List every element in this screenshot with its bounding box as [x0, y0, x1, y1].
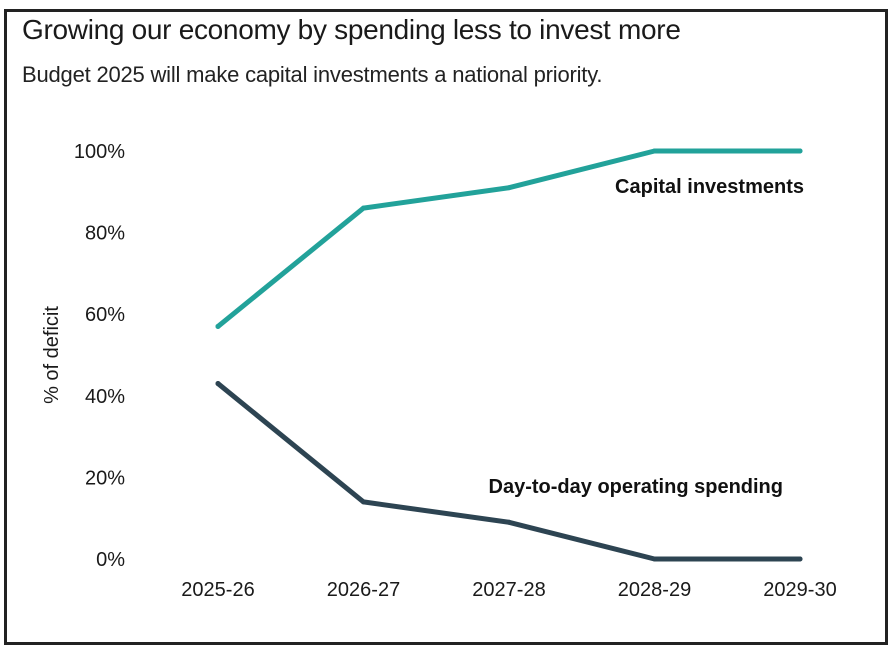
data-point — [215, 381, 221, 387]
chart-subtitle: Budget 2025 will make capital investment… — [22, 62, 603, 87]
y-tick-label: 20% — [85, 467, 125, 489]
y-tick-label: 60% — [85, 304, 125, 326]
chart-frame — [4, 9, 888, 645]
data-point — [361, 205, 366, 211]
series-label-capital-investments: Capital investments — [615, 176, 804, 198]
data-point — [506, 519, 512, 525]
y-tick-label: 0% — [96, 549, 125, 571]
x-tick-label: 2026-27 — [327, 579, 400, 601]
series-line-day-to-day-operating-spending — [215, 381, 803, 562]
chart-title: Growing our economy by spending less to … — [22, 14, 681, 45]
y-tick-label: 80% — [85, 223, 125, 245]
x-tick-label: 2029-30 — [763, 579, 836, 601]
y-tick-label: 40% — [85, 386, 125, 408]
series-lines — [215, 148, 803, 562]
series-label-day-to-day-operating-spending: Day-to-day operating spending — [489, 476, 783, 498]
x-tick-label: 2027-28 — [472, 579, 545, 601]
x-tick-label: 2028-29 — [618, 579, 691, 601]
data-point — [797, 556, 803, 562]
data-point — [797, 148, 803, 154]
x-axis-ticks: 2025-26 2026-27 2027-28 2028-29 2029-30 — [181, 579, 836, 601]
y-axis-ticks: 0% 20% 40% 60% 80% 100% — [74, 141, 125, 571]
data-point — [215, 323, 221, 329]
data-point — [506, 185, 512, 191]
data-point — [361, 499, 366, 505]
y-tick-label: 100% — [74, 141, 125, 163]
y-axis-label: % of deficit — [41, 306, 63, 404]
data-point — [652, 148, 657, 154]
x-tick-label: 2025-26 — [181, 579, 254, 601]
data-point — [652, 556, 657, 562]
